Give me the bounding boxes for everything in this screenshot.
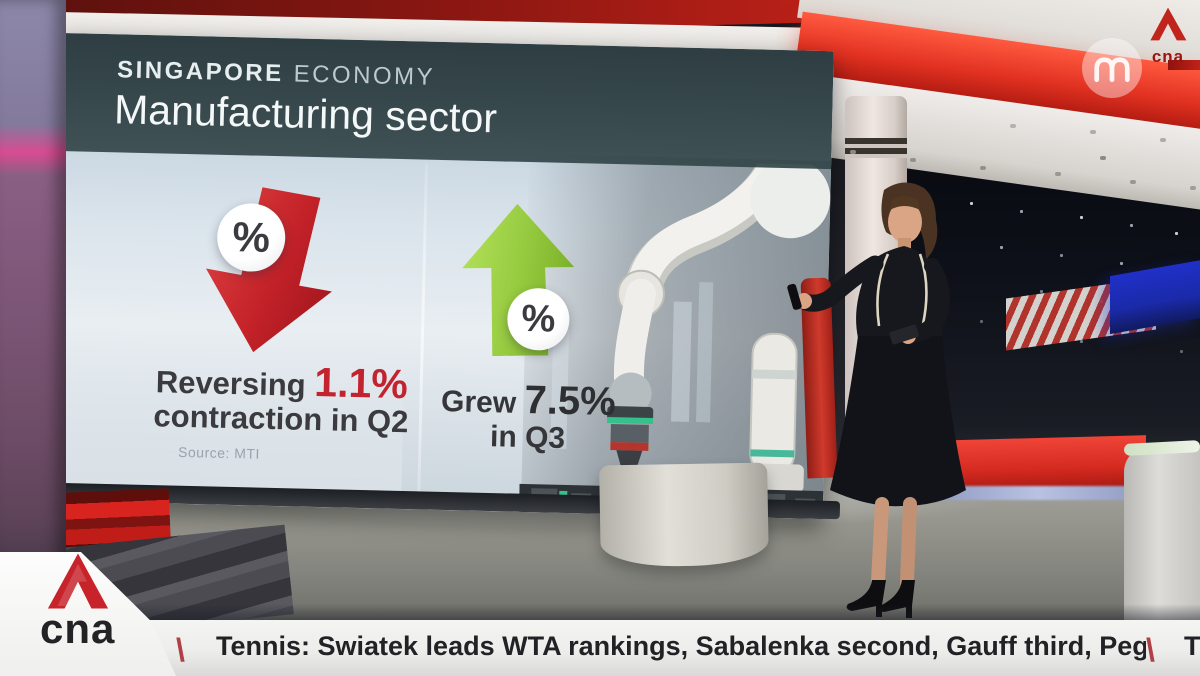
up-stat-prefix: Grew bbox=[440, 385, 525, 420]
cna-wordmark-top: cna bbox=[1151, 47, 1185, 66]
kicker-light: ECONOMY bbox=[293, 60, 436, 91]
mediacorp-watermark bbox=[1082, 38, 1142, 98]
down-stat-prefix: Reversing bbox=[155, 364, 315, 404]
studio-video-wall: SINGAPORE ECONOMY Manufacturing sector % … bbox=[50, 33, 834, 520]
news-presenter bbox=[787, 182, 966, 618]
percent-symbol: % bbox=[232, 213, 271, 261]
source-credit: Source: MTI bbox=[177, 443, 261, 462]
cna-wordmark-bottom: cna bbox=[40, 605, 116, 652]
ticker-separator-right: \ bbox=[1146, 632, 1155, 668]
ceiling-spotlights bbox=[850, 150, 856, 154]
studio-column-stripes bbox=[845, 138, 907, 158]
down-stat-value: 1.1% bbox=[313, 359, 409, 408]
up-stat-line2: in Q3 bbox=[489, 419, 566, 455]
percent-symbol: % bbox=[521, 297, 556, 341]
blue-light-strip bbox=[930, 486, 1146, 500]
down-stat-line2: contraction in Q2 bbox=[153, 397, 409, 439]
cna-logo-top: cna bbox=[1136, 6, 1200, 90]
down-stat-text: Reversing 1.1% contraction in Q2 bbox=[131, 357, 433, 439]
graphic-headline: Manufacturing sector bbox=[113, 86, 498, 142]
kicker-bold: SINGAPORE bbox=[116, 56, 284, 88]
ticker-top-shadow bbox=[0, 604, 1200, 622]
news-ticker-bar bbox=[0, 620, 1200, 676]
panel-divider bbox=[416, 163, 429, 508]
white-pedestal bbox=[599, 462, 769, 568]
up-stat-text: Grew 7.5% in Q3 bbox=[432, 378, 624, 455]
graphic-header: SINGAPORE ECONOMY Manufacturing sector bbox=[59, 33, 834, 170]
mediacorp-m-icon bbox=[1094, 57, 1130, 83]
up-stat-value: 7.5% bbox=[524, 378, 617, 425]
ticker-headline: Tennis: Swiatek leads WTA rankings, Saba… bbox=[216, 631, 1146, 661]
cna-a-icon bbox=[1150, 7, 1187, 41]
right-desk bbox=[1124, 446, 1200, 624]
ticker-separator-left: \ bbox=[176, 632, 185, 668]
cna-a-icon bbox=[47, 553, 109, 609]
studio-left-pillar bbox=[0, 0, 66, 565]
ticker-next-item-partial: T bbox=[1184, 631, 1200, 661]
cna-bug-red-bar bbox=[1168, 60, 1200, 70]
